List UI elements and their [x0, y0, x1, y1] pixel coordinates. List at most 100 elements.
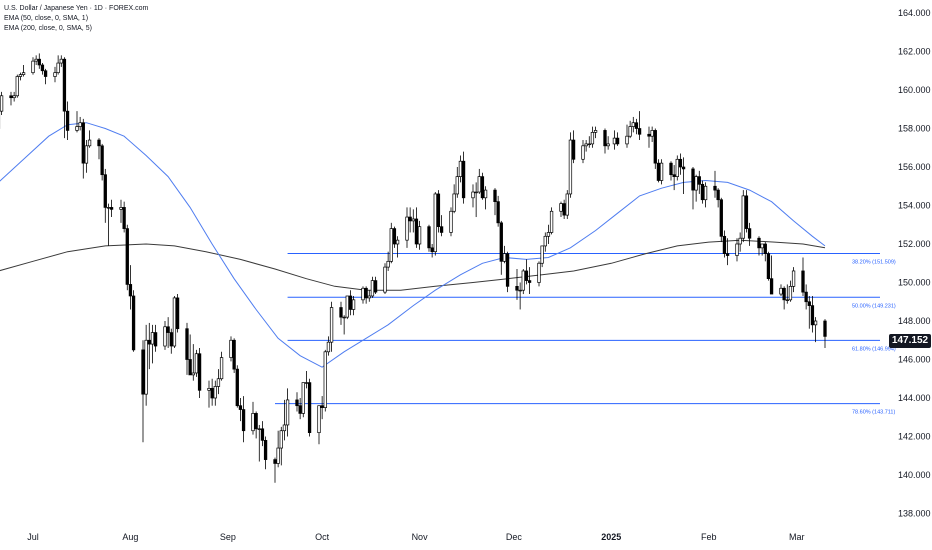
candle-body [703, 185, 708, 201]
time-tick-label: Sep [220, 532, 236, 542]
time-tick-label: Oct [315, 532, 330, 542]
candle-body [483, 189, 488, 199]
candle [163, 321, 167, 350]
candle-body [477, 176, 481, 193]
candle [493, 188, 497, 216]
candle [207, 380, 211, 408]
candle [782, 286, 786, 310]
price-tick-label: 164.000 [898, 8, 931, 18]
candle [219, 351, 224, 381]
candle-body [122, 207, 126, 229]
candle [606, 136, 610, 150]
candle-body [804, 291, 808, 303]
candle [263, 436, 268, 470]
candle [725, 238, 730, 266]
candle-body [229, 339, 233, 358]
candle-body [150, 332, 155, 345]
candle-body [9, 95, 13, 99]
price-tick-label: 144.000 [898, 393, 931, 403]
candle-body [455, 176, 459, 195]
candle [411, 209, 415, 233]
candle-body [744, 195, 749, 229]
price-tick-label: 156.000 [898, 162, 931, 172]
candle-body [323, 351, 327, 408]
candle-body [502, 253, 507, 262]
price-tick-label: 148.000 [898, 316, 931, 326]
candle [367, 290, 371, 302]
candle [678, 153, 683, 175]
candle [109, 199, 114, 218]
price-tick-label: 142.000 [898, 432, 931, 442]
candle [546, 224, 551, 244]
candle-body [540, 245, 544, 264]
candle-body [213, 386, 217, 399]
candle-body [166, 326, 170, 333]
candle [744, 190, 749, 233]
candle [417, 220, 422, 250]
candle [235, 365, 239, 408]
candle-body [584, 143, 588, 147]
candle [691, 167, 695, 210]
candle [342, 315, 346, 335]
candle [537, 261, 541, 287]
candle [175, 294, 180, 333]
candle-body [427, 226, 431, 249]
candle [65, 101, 70, 141]
candle-body [543, 235, 547, 247]
price-axis[interactable]: 164.000 162.000 160.000 158.000 156.000 154.0… [898, 8, 931, 519]
candle-body [515, 286, 519, 291]
candle-body [433, 193, 437, 253]
candle-body [326, 341, 331, 353]
candle [59, 55, 63, 67]
candle [191, 344, 195, 381]
candle [361, 286, 365, 304]
candle [295, 392, 299, 412]
candle [153, 324, 158, 352]
candle-body [43, 70, 48, 77]
candle [0, 91, 4, 116]
candle-body [546, 232, 551, 237]
candle-body [194, 353, 199, 374]
candle-body [87, 139, 92, 147]
candle-body [191, 372, 195, 376]
candle-body [694, 176, 698, 191]
candle [238, 398, 243, 422]
candle-body [383, 266, 387, 293]
candle-body [34, 58, 38, 62]
candle-body [235, 368, 239, 407]
candle-body [725, 253, 730, 256]
candle [590, 126, 595, 148]
candle [370, 276, 375, 298]
candle [75, 111, 79, 133]
candle [540, 245, 544, 268]
candle [364, 286, 368, 304]
candle-body [474, 191, 478, 194]
candle-body [367, 295, 371, 299]
price-tick-label: 152.000 [898, 239, 931, 249]
candle [87, 130, 92, 148]
candle [559, 201, 563, 218]
candle [565, 190, 569, 219]
candle-body [405, 216, 409, 241]
candle [763, 242, 767, 262]
candle [128, 265, 133, 310]
candle-body [791, 270, 796, 287]
candle-body [386, 260, 390, 268]
candle [527, 267, 532, 295]
candle-body [216, 378, 221, 387]
candle [747, 222, 752, 246]
candle [738, 232, 742, 252]
candle-body [527, 280, 532, 283]
time-tick-label: Nov [412, 532, 429, 542]
candle-body [147, 339, 151, 345]
candle-body [439, 226, 444, 233]
candle-body [766, 253, 771, 279]
candle-body [59, 58, 63, 64]
price-tick-label: 162.000 [898, 47, 931, 57]
candle [254, 411, 258, 439]
candle-body [144, 339, 148, 395]
candle-body [251, 413, 255, 432]
fib-label: 61.80% (146.994) [852, 346, 896, 352]
time-axis[interactable]: Jul Aug Sep Oct Nov Dec 2025 Feb Mar [27, 532, 804, 542]
